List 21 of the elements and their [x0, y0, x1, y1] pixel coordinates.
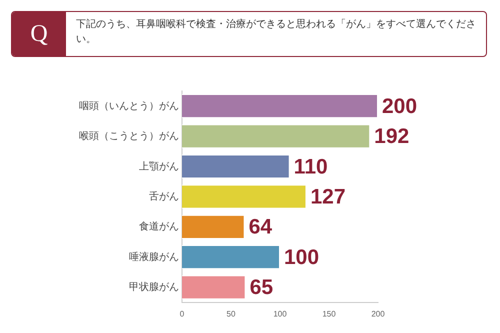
- y-tick-label: 唾液腺がん: [129, 250, 179, 263]
- y-tick-label: 食道がん: [139, 220, 179, 233]
- y-tick-label: 舌がん: [149, 190, 179, 202]
- x-tick-label: 150: [322, 309, 336, 318]
- y-tick-label: 喉頭（こうとう）がん: [79, 131, 179, 142]
- x-tick-label: 0: [180, 309, 185, 318]
- y-tick-label: 咽頭（いんとう）がん: [79, 100, 179, 112]
- data-label: 110: [294, 155, 328, 178]
- text: Q: [12, 12, 66, 56]
- data-label: 127: [310, 185, 346, 208]
- chart-title: 下記のうち、耳鼻咽喉科で検査・治療ができると思われる「がん」をすべて選んでください。: [75, 18, 477, 47]
- data-label: 65: [250, 276, 274, 300]
- y-tick-label: 甲状腺がん: [129, 281, 179, 294]
- data-label: 192: [374, 125, 410, 148]
- data-label: 200: [382, 94, 418, 118]
- data-label: 64: [248, 216, 272, 239]
- x-tick-label: 50: [226, 309, 236, 318]
- y-tick-label: 上顎がん: [139, 160, 179, 172]
- x-tick-label: 100: [273, 309, 288, 318]
- data-label: 100: [284, 246, 320, 269]
- x-tick-label: 200: [371, 309, 386, 318]
